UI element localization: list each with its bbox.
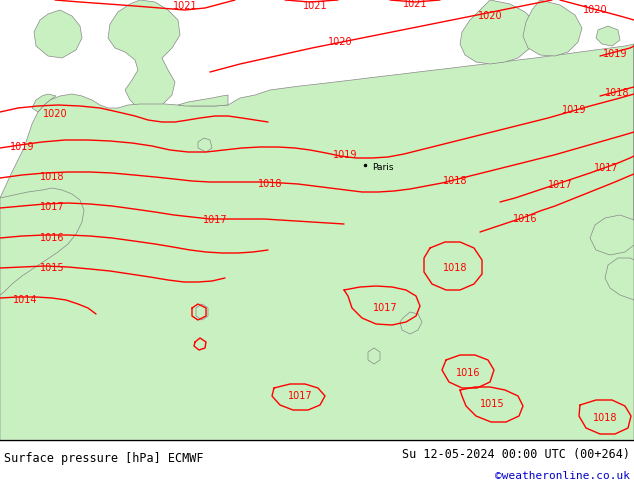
Text: 1019: 1019 — [333, 150, 357, 160]
Polygon shape — [605, 258, 634, 300]
Polygon shape — [596, 26, 620, 46]
Text: 1019: 1019 — [562, 105, 586, 115]
Text: 1018: 1018 — [593, 413, 618, 423]
Text: 1018: 1018 — [258, 179, 282, 189]
Text: 1017: 1017 — [548, 180, 573, 190]
Text: 1017: 1017 — [593, 163, 618, 173]
Text: 1018: 1018 — [40, 172, 64, 182]
Text: 1020: 1020 — [42, 109, 67, 119]
Text: 1020: 1020 — [477, 11, 502, 21]
Polygon shape — [460, 0, 538, 64]
Text: ©weatheronline.co.uk: ©weatheronline.co.uk — [495, 471, 630, 481]
Text: 1017: 1017 — [40, 202, 64, 212]
Polygon shape — [590, 44, 634, 255]
Polygon shape — [523, 0, 582, 56]
Text: 1016: 1016 — [40, 233, 64, 243]
Text: 1015: 1015 — [480, 399, 504, 409]
Text: 1017: 1017 — [288, 391, 313, 401]
Text: 1018: 1018 — [443, 263, 467, 273]
Text: Paris: Paris — [372, 164, 394, 172]
Text: 1019: 1019 — [10, 142, 34, 152]
Polygon shape — [178, 95, 228, 106]
Text: 1020: 1020 — [328, 37, 353, 47]
Text: 1020: 1020 — [583, 5, 607, 15]
Polygon shape — [0, 188, 84, 295]
Text: 1017: 1017 — [203, 215, 228, 225]
Text: 1021: 1021 — [302, 1, 327, 11]
Polygon shape — [32, 94, 56, 112]
Text: 1014: 1014 — [13, 295, 37, 305]
Text: 1021: 1021 — [172, 1, 197, 11]
Polygon shape — [108, 0, 180, 112]
Text: 1017: 1017 — [373, 303, 398, 313]
Polygon shape — [368, 348, 380, 364]
Text: 1016: 1016 — [513, 214, 537, 224]
Polygon shape — [0, 44, 634, 440]
Text: 1016: 1016 — [456, 368, 480, 378]
Polygon shape — [198, 138, 212, 152]
Polygon shape — [400, 312, 422, 334]
Text: 1015: 1015 — [40, 263, 64, 273]
Text: Su 12-05-2024 00:00 UTC (00+264): Su 12-05-2024 00:00 UTC (00+264) — [402, 447, 630, 461]
Polygon shape — [196, 304, 208, 320]
Text: 1019: 1019 — [603, 49, 627, 59]
Text: Surface pressure [hPa] ECMWF: Surface pressure [hPa] ECMWF — [4, 451, 204, 465]
Text: 1018: 1018 — [443, 176, 467, 186]
Text: 1018: 1018 — [605, 88, 630, 98]
Polygon shape — [34, 10, 82, 58]
Text: 1021: 1021 — [403, 0, 427, 9]
